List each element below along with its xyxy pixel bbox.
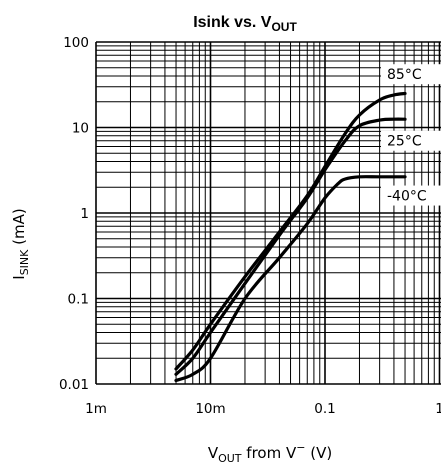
curve-label: -40°C	[387, 189, 427, 205]
y-tick-label: 0.01	[59, 377, 89, 393]
y-tick-labels: 0.01 0.1 1 10 100	[59, 35, 89, 393]
x-tick-label: 1	[435, 401, 441, 417]
chart-title: Isink vs. VOUT	[193, 14, 297, 34]
x-axis-label: VOUT from V− (V)	[208, 441, 332, 465]
x-tick-label: 10m	[195, 401, 225, 417]
curve-labels: 85°C 25°C -40°C	[381, 64, 441, 206]
grid-major	[95, 41, 441, 385]
x-tick-labels: 1m 10m 0.1 1	[85, 401, 441, 417]
y-tick-label: 0.1	[68, 292, 89, 308]
curve-25c	[174, 117, 407, 376]
y-tick-label: 1	[80, 206, 89, 222]
curves	[174, 91, 407, 383]
x-tick-label: 1m	[85, 401, 107, 417]
x-tick-label: 0.1	[314, 401, 335, 417]
curve-label-box	[381, 64, 441, 85]
curve-minus40c	[174, 175, 407, 383]
curve-label-box	[381, 130, 441, 151]
y-tick-label: 10	[72, 121, 89, 137]
curve-label: 85°C	[387, 67, 422, 83]
y-axis-label: ISINK (mA)	[10, 208, 31, 279]
y-tick-label: 100	[63, 35, 89, 51]
curve-label-box	[381, 185, 441, 206]
curve-label: 25°C	[387, 134, 422, 150]
